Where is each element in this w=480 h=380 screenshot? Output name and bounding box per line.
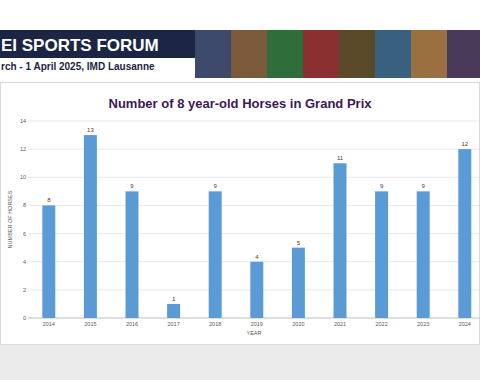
banner-photo xyxy=(447,30,480,78)
bar xyxy=(458,149,471,318)
slide-frame xyxy=(1,83,480,345)
chart-svg: EI SPORTS FORUM rch - 1 April 2025, IMD L… xyxy=(0,0,480,380)
bar xyxy=(167,304,180,318)
banner-title: EI SPORTS FORUM xyxy=(1,36,159,55)
bottom-band xyxy=(0,345,480,380)
grid-line xyxy=(28,121,480,122)
x-tick-label: 2020 xyxy=(292,321,304,327)
y-tick-label: 14 xyxy=(20,118,26,124)
data-label: 11 xyxy=(337,155,344,161)
bar xyxy=(84,135,97,318)
bar xyxy=(126,191,139,318)
data-label: 8 xyxy=(47,197,51,203)
bar xyxy=(250,262,263,318)
data-label: 1 xyxy=(172,296,176,302)
x-tick-label: 2016 xyxy=(126,321,138,327)
banner-photo xyxy=(267,30,303,78)
data-label: 9 xyxy=(380,183,384,189)
y-axis-label: NUMBER OF HORSES xyxy=(7,190,13,248)
data-label: 9 xyxy=(422,183,426,189)
x-tick-label: 2018 xyxy=(209,321,221,327)
y-tick-label: 2 xyxy=(23,287,26,293)
x-tick-label: 2022 xyxy=(375,321,387,327)
bar xyxy=(292,248,305,318)
x-tick-label: 2015 xyxy=(84,321,96,327)
x-tick-label: 2023 xyxy=(417,321,429,327)
data-label: 13 xyxy=(87,127,94,133)
banner-photo xyxy=(411,30,447,78)
data-label: 9 xyxy=(130,183,134,189)
banner-photo xyxy=(303,30,339,78)
x-tick-label: 2017 xyxy=(167,321,179,327)
page-root: EI SPORTS FORUM rch - 1 April 2025, IMD L… xyxy=(0,0,480,380)
y-tick-label: 10 xyxy=(20,174,26,180)
bars xyxy=(42,135,471,318)
x-tick-label: 2021 xyxy=(334,321,346,327)
bar xyxy=(375,191,388,318)
banner-photo xyxy=(195,30,231,78)
bar xyxy=(417,191,430,318)
y-tick-label: 6 xyxy=(23,231,26,237)
data-label: 9 xyxy=(214,183,218,189)
y-tick-label: 8 xyxy=(23,202,26,208)
bar xyxy=(42,205,55,318)
banner-photo xyxy=(339,30,375,78)
x-tick-label: 2024 xyxy=(459,321,471,327)
y-tick-label: 4 xyxy=(23,259,26,265)
banner-photo xyxy=(375,30,411,78)
banner-subtitle: rch - 1 April 2025, IMD Lausanne xyxy=(1,61,155,72)
data-label: 4 xyxy=(255,254,259,260)
x-tick-label: 2019 xyxy=(251,321,263,327)
banner-photo xyxy=(231,30,267,78)
y-tick-label: 0 xyxy=(23,315,26,321)
chart-title: Number of 8 year-old Horses in Grand Pri… xyxy=(109,96,373,111)
data-label: 12 xyxy=(461,141,468,147)
x-tick-label: 2014 xyxy=(43,321,55,327)
x-axis-label: YEAR xyxy=(247,330,262,336)
bar xyxy=(209,191,222,318)
data-label: 5 xyxy=(297,240,301,246)
background xyxy=(0,0,480,380)
y-tick-label: 12 xyxy=(20,146,26,152)
bar xyxy=(334,163,347,318)
